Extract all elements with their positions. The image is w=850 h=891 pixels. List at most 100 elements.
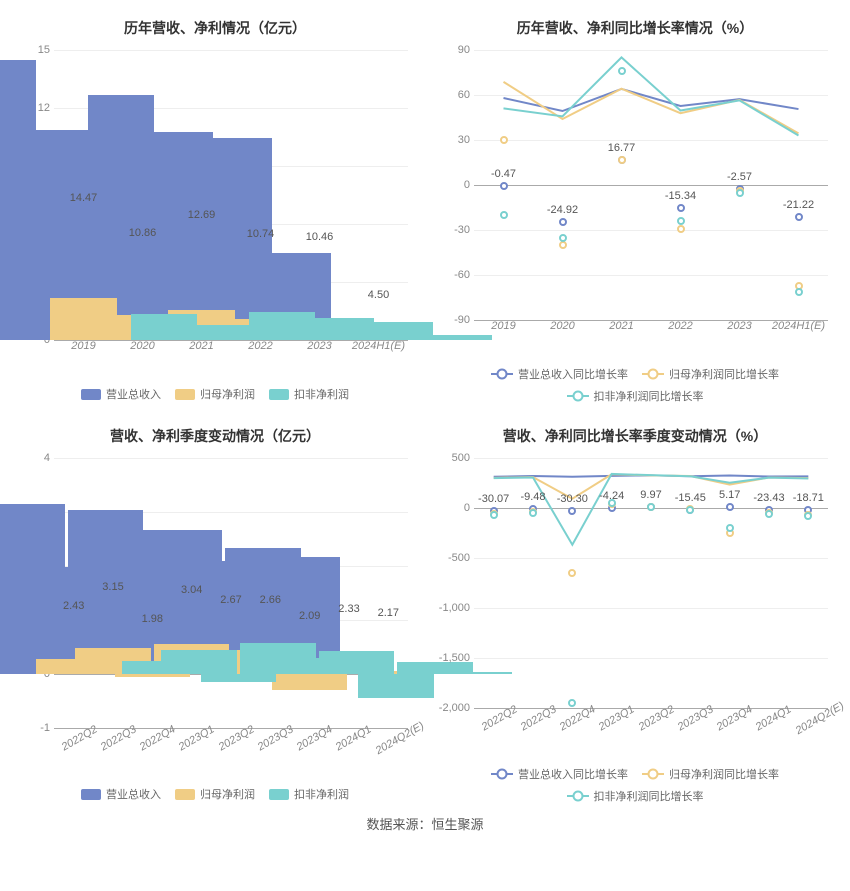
chart-area: -90-60-300306090-0.47-24.9216.77-15.34-2…: [434, 46, 836, 344]
legend-swatch: [491, 769, 513, 779]
value-label: -21.22: [783, 199, 814, 211]
value-labels-layer: 14.4710.8612.6910.7410.464.50: [54, 50, 408, 340]
value-label: 2.17: [378, 607, 399, 619]
legend-item[interactable]: 营业总收入同比增长率: [491, 366, 628, 382]
legend-item[interactable]: 扣非净利润同比增长率: [567, 388, 704, 404]
chart-panel-annual_growth: 历年营收、净利同比增长率情况（%）-90-60-300306090-0.47-2…: [430, 10, 840, 408]
value-label: 3.15: [102, 581, 123, 593]
value-label: 2.33: [338, 603, 359, 615]
legend-swatch: [491, 369, 513, 379]
legend-swatch: [642, 369, 664, 379]
value-label: -15.45: [675, 492, 706, 504]
legend-item[interactable]: 扣非净利润同比增长率: [567, 788, 704, 804]
value-label: 10.46: [306, 231, 334, 243]
value-label: -9.48: [520, 491, 545, 503]
value-label: 5.17: [719, 489, 740, 501]
legend-item[interactable]: 营业总收入: [81, 386, 161, 402]
value-label: -2.57: [727, 171, 752, 183]
legend-item[interactable]: 营业总收入同比增长率: [491, 766, 628, 782]
value-label: 2.09: [299, 610, 320, 622]
value-labels-layer: -0.47 -24.92 16.77 -15.34 -2.57 -21.22: [474, 50, 828, 320]
legend-swatch: [81, 789, 101, 800]
chart-area: -2,000-1,500-1,000-5000500-30.07-9.48-30…: [434, 454, 836, 732]
legend-label: 营业总收入: [106, 786, 161, 802]
legend-swatch: [642, 769, 664, 779]
value-label: 2.67: [220, 594, 241, 606]
y-tick-label: 60: [438, 89, 470, 101]
legend-label: 营业总收入同比增长率: [518, 366, 628, 382]
value-label: 10.86: [129, 227, 157, 239]
legend-label: 扣非净利润: [294, 386, 349, 402]
legend: 营业总收入 归母净利润 扣非净利润: [14, 786, 416, 802]
value-label: 16.77: [608, 142, 636, 154]
legend-swatch: [269, 789, 289, 800]
legend-label: 扣非净利润同比增长率: [594, 388, 704, 404]
x-tick-label: 2021: [172, 340, 231, 352]
chart-area: 0369121514.4710.8612.6910.7410.464.50201…: [14, 46, 416, 364]
legend-swatch: [567, 791, 589, 801]
y-tick-label: 90: [438, 44, 470, 56]
value-labels-layer: -30.07-9.48-30.30-4.249.97-15.455.17-23.…: [474, 458, 828, 708]
x-tick-label: 2019: [54, 340, 113, 352]
legend: 营业总收入 归母净利润 扣非净利润: [14, 386, 416, 402]
legend-item[interactable]: 归母净利润: [175, 386, 255, 402]
value-label: 4.50: [368, 289, 389, 301]
legend-label: 归母净利润: [200, 786, 255, 802]
y-tick-label: 0: [438, 179, 470, 191]
legend-label: 归母净利润: [200, 386, 255, 402]
plot-region: 0369121514.4710.8612.6910.7410.464.50: [54, 50, 408, 340]
legend: 营业总收入同比增长率 归母净利润同比增长率扣非净利润同比增长率: [434, 366, 836, 404]
legend-item[interactable]: 归母净利润: [175, 786, 255, 802]
legend-item[interactable]: 归母净利润同比增长率: [642, 366, 779, 382]
value-label: 2.43: [63, 600, 84, 612]
y-tick-label: -500: [438, 552, 470, 564]
x-tick-label: 2020: [113, 340, 172, 352]
legend-swatch: [175, 789, 195, 800]
x-tick-label: 2019: [474, 320, 533, 332]
plot-region: -90-60-300306090-0.47-24.9216.77-15.34-2…: [474, 50, 828, 320]
x-tick-label: 2023: [710, 320, 769, 332]
legend-swatch: [269, 389, 289, 400]
legend-label: 扣非净利润同比增长率: [594, 788, 704, 804]
legend-label: 营业总收入: [106, 386, 161, 402]
legend-swatch: [81, 389, 101, 400]
y-tick-label: -1,000: [438, 602, 470, 614]
legend-label: 营业总收入同比增长率: [518, 766, 628, 782]
legend-item[interactable]: 扣非净利润: [269, 386, 349, 402]
chart-area: -1012342.433.151.983.042.672.662.092.332…: [14, 454, 416, 752]
value-label: 1.98: [142, 613, 163, 625]
legend-label: 归母净利润同比增长率: [669, 366, 779, 382]
x-axis-labels: 201920202021202220232024H1(E): [54, 340, 408, 352]
value-label: -4.24: [599, 490, 624, 502]
data-source-label: 数据来源：恒生聚源: [10, 814, 840, 833]
chart-title: 营收、净利季度变动情况（亿元）: [14, 426, 416, 446]
legend-item[interactable]: 扣非净利润: [269, 786, 349, 802]
x-tick-label: 2021: [592, 320, 651, 332]
legend-item[interactable]: 归母净利润同比增长率: [642, 766, 779, 782]
x-tick-label: 2024H1(E): [349, 340, 408, 352]
x-tick-label: 2020: [533, 320, 592, 332]
chart-panel-quarter_bar: 营收、净利季度变动情况（亿元）-1012342.433.151.983.042.…: [10, 418, 420, 808]
value-label: -24.92: [547, 204, 578, 216]
value-label: -0.47: [491, 168, 516, 180]
plot-region: -1012342.433.151.983.042.672.662.092.332…: [54, 458, 408, 728]
value-label: -18.71: [793, 492, 824, 504]
chart-title: 历年营收、净利同比增长率情况（%）: [434, 18, 836, 38]
value-label: 9.97: [640, 489, 661, 501]
legend-swatch: [567, 391, 589, 401]
legend-swatch: [175, 389, 195, 400]
x-axis-labels: 2022Q22022Q32022Q42023Q12023Q22023Q32023…: [474, 708, 828, 726]
value-label: -15.34: [665, 190, 696, 202]
x-tick-label: 2022: [231, 340, 290, 352]
legend-item[interactable]: 营业总收入: [81, 786, 161, 802]
y-tick-label: -2,000: [438, 702, 470, 714]
legend-label: 扣非净利润: [294, 786, 349, 802]
y-tick-label: 0: [438, 502, 470, 514]
value-label: 2.66: [260, 594, 281, 606]
value-label: 12.69: [188, 209, 216, 221]
y-tick-label: -1: [18, 722, 50, 734]
plot-region: -2,000-1,500-1,000-5000500-30.07-9.48-30…: [474, 458, 828, 708]
y-tick-label: -90: [438, 314, 470, 326]
value-label: 10.74: [247, 228, 275, 240]
value-label: -30.07: [478, 493, 509, 505]
